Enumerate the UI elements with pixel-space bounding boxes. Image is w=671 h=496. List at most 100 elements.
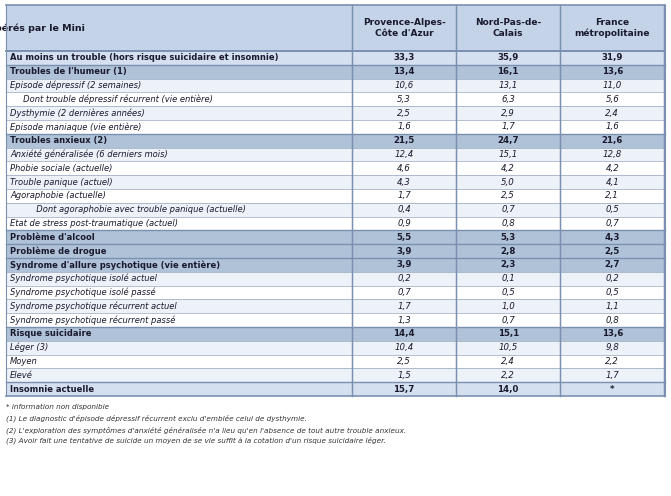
Text: 0,8: 0,8 [501, 219, 515, 228]
Text: 1,3: 1,3 [397, 315, 411, 324]
Text: 0,5: 0,5 [501, 288, 515, 297]
Text: 4,2: 4,2 [501, 164, 515, 173]
Text: 31,9: 31,9 [602, 54, 623, 62]
Text: 15,1: 15,1 [499, 150, 518, 159]
Text: 1,7: 1,7 [397, 191, 411, 200]
Text: 5,3: 5,3 [397, 95, 411, 104]
Text: Léger (3): Léger (3) [10, 343, 48, 353]
Text: 2,7: 2,7 [605, 260, 620, 269]
Text: Phobie sociale (actuelle): Phobie sociale (actuelle) [10, 164, 112, 173]
Bar [6, 300, 665, 313]
Text: 6,3: 6,3 [501, 95, 515, 104]
Text: Au moins un trouble (hors risque suicidaire et insomnie): Au moins un trouble (hors risque suicida… [10, 54, 278, 62]
Text: Episode dépressif (2 semaines): Episode dépressif (2 semaines) [10, 81, 142, 90]
Text: * information non disponible: * information non disponible [6, 404, 109, 410]
Text: Dont agoraphobie avec trouble panique (actuelle): Dont agoraphobie avec trouble panique (a… [10, 205, 246, 214]
Text: Elevé: Elevé [10, 371, 33, 380]
Text: 9,8: 9,8 [605, 343, 619, 352]
Text: 10,5: 10,5 [499, 343, 518, 352]
Text: 5,6: 5,6 [605, 95, 619, 104]
Text: 13,6: 13,6 [602, 329, 623, 338]
Text: 5,3: 5,3 [501, 233, 516, 242]
Text: Insomnie actuelle: Insomnie actuelle [10, 384, 94, 394]
Text: 0,5: 0,5 [605, 288, 619, 297]
Bar [6, 244, 665, 258]
Text: Syndrome psychotique récurrent actuel: Syndrome psychotique récurrent actuel [10, 302, 176, 311]
Text: Etat de stress post-traumatique (actuel): Etat de stress post-traumatique (actuel) [10, 219, 178, 228]
Bar [6, 313, 665, 327]
Bar [6, 286, 665, 300]
Text: 24,7: 24,7 [497, 136, 519, 145]
Bar [6, 369, 665, 382]
Text: 2,4: 2,4 [605, 109, 619, 118]
Text: 2,2: 2,2 [605, 357, 619, 366]
Text: (3) Avoir fait une tentative de suicide un moyen de se vie suffit à la cotation : (3) Avoir fait une tentative de suicide … [6, 437, 386, 444]
Text: Dysthymie (2 dernières années): Dysthymie (2 dernières années) [10, 108, 145, 118]
Text: 33,3: 33,3 [393, 54, 415, 62]
Text: 2,5: 2,5 [397, 109, 411, 118]
Text: 0,5: 0,5 [605, 205, 619, 214]
Text: 2,4: 2,4 [501, 357, 515, 366]
Text: Troubles anxieux (2): Troubles anxieux (2) [10, 136, 107, 145]
Bar [6, 5, 665, 51]
Text: 2,3: 2,3 [501, 260, 516, 269]
Bar [6, 272, 665, 286]
Text: 0,2: 0,2 [397, 274, 411, 283]
Text: Trouble panique (actuel): Trouble panique (actuel) [10, 178, 113, 186]
Text: 1,6: 1,6 [397, 123, 411, 131]
Text: 21,6: 21,6 [602, 136, 623, 145]
Text: 5,5: 5,5 [397, 233, 411, 242]
Bar [6, 92, 665, 106]
Bar [6, 65, 665, 78]
Text: 0,7: 0,7 [501, 205, 515, 214]
Bar [6, 148, 665, 161]
Bar [6, 106, 665, 120]
Bar [6, 78, 665, 92]
Text: 3,9: 3,9 [397, 247, 412, 255]
Text: France
métropolitaine: France métropolitaine [574, 18, 650, 38]
Text: 4,3: 4,3 [397, 178, 411, 186]
Text: 10,6: 10,6 [395, 81, 413, 90]
Text: Syndrome d'allure psychotique (vie entière): Syndrome d'allure psychotique (vie entiè… [10, 260, 220, 270]
Text: 12,4: 12,4 [395, 150, 413, 159]
Text: 21,5: 21,5 [393, 136, 415, 145]
Bar [6, 231, 665, 244]
Bar [6, 51, 665, 65]
Text: 12,8: 12,8 [603, 150, 622, 159]
Text: 1,5: 1,5 [397, 371, 411, 380]
Text: *: * [610, 384, 615, 394]
Bar [6, 175, 665, 189]
Text: 14,0: 14,0 [497, 384, 519, 394]
Text: 0,9: 0,9 [397, 219, 411, 228]
Bar [6, 382, 665, 396]
Text: 0,7: 0,7 [605, 219, 619, 228]
Text: 0,7: 0,7 [501, 315, 515, 324]
Bar [6, 355, 665, 369]
Text: 2,8: 2,8 [501, 247, 516, 255]
Text: Syndrome psychotique isolé passé: Syndrome psychotique isolé passé [10, 288, 156, 297]
Bar [6, 258, 665, 272]
Text: 2,1: 2,1 [605, 191, 619, 200]
Text: 0,8: 0,8 [605, 315, 619, 324]
Text: Agoraphobie (actuelle): Agoraphobie (actuelle) [10, 191, 106, 200]
Text: 0,2: 0,2 [605, 274, 619, 283]
Text: 3,9: 3,9 [397, 260, 412, 269]
Text: Syndrome psychotique isolé actuel: Syndrome psychotique isolé actuel [10, 274, 157, 283]
Text: 0,4: 0,4 [397, 205, 411, 214]
Text: 5,0: 5,0 [501, 178, 515, 186]
Text: 15,1: 15,1 [497, 329, 519, 338]
Bar [6, 189, 665, 203]
Text: 1,1: 1,1 [605, 302, 619, 311]
Text: 4,6: 4,6 [397, 164, 411, 173]
Text: 0,1: 0,1 [501, 274, 515, 283]
Text: Problème de drogue: Problème de drogue [10, 247, 107, 256]
Bar [6, 341, 665, 355]
Bar [6, 120, 665, 134]
Text: 13,1: 13,1 [499, 81, 518, 90]
Text: 2,5: 2,5 [397, 357, 411, 366]
Bar [6, 217, 665, 231]
Bar [6, 203, 665, 217]
Text: 2,2: 2,2 [501, 371, 515, 380]
Text: 1,7: 1,7 [397, 302, 411, 311]
Text: 2,9: 2,9 [501, 109, 515, 118]
